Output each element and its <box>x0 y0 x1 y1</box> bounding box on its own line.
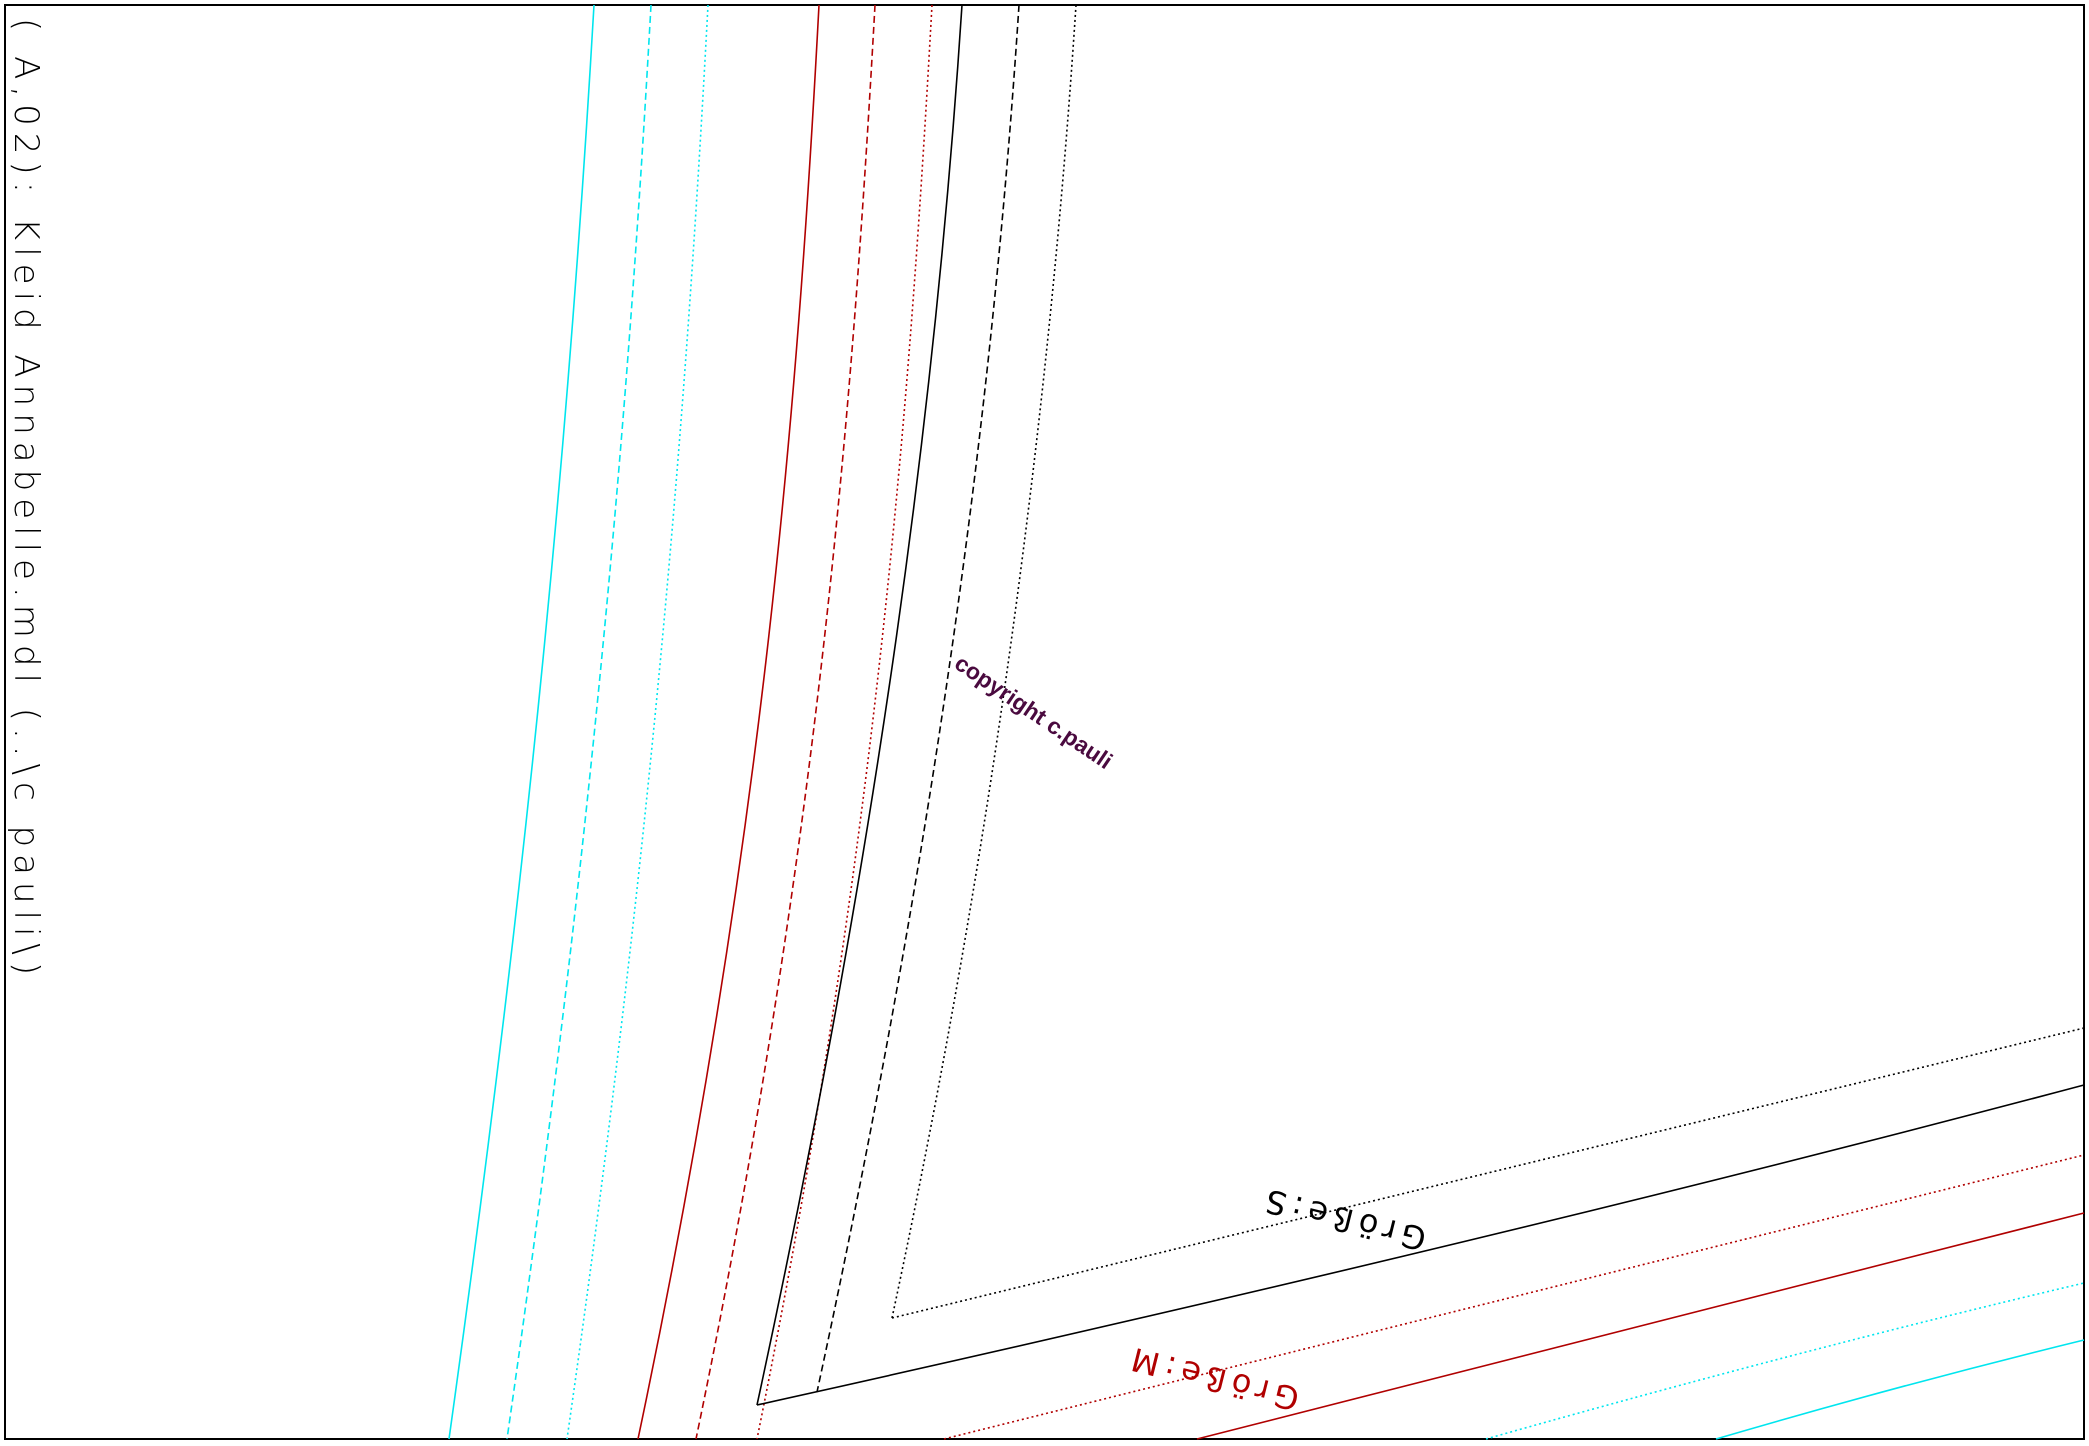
size-l-cut-line-hem <box>1715 1339 2085 1440</box>
sheet-border <box>4 4 2085 1440</box>
size-s-fold-line-hem <box>891 1027 2085 1319</box>
size-l-fold-line-hem <box>1485 1282 2085 1440</box>
size-m-label: Größe:M <box>1122 1338 1303 1418</box>
copyright-watermark: copyright c.pauli <box>950 650 1117 774</box>
size-m-cut-line-hem <box>1196 1212 2085 1440</box>
size-m-fold-line-hem <box>943 1154 2085 1440</box>
size-s-seam-line-vertical <box>816 4 1020 1393</box>
size-m-cut-line-vertical <box>637 4 820 1440</box>
size-l-seam-line-vertical <box>506 4 652 1440</box>
size-s-cut-line-vertical <box>756 4 963 1406</box>
size-m-seam-line-vertical <box>695 4 876 1440</box>
file-label: ( A,02): Kleid Annabelle.mdl (..\c pauli… <box>6 18 46 982</box>
pattern-lines <box>448 4 2085 1440</box>
size-m-fold-line-vertical <box>756 4 933 1440</box>
size-s-cut-line-hem <box>756 1084 2085 1406</box>
size-l-cut-line-vertical <box>448 4 595 1440</box>
size-s-label: Größe:S <box>1256 1180 1430 1258</box>
